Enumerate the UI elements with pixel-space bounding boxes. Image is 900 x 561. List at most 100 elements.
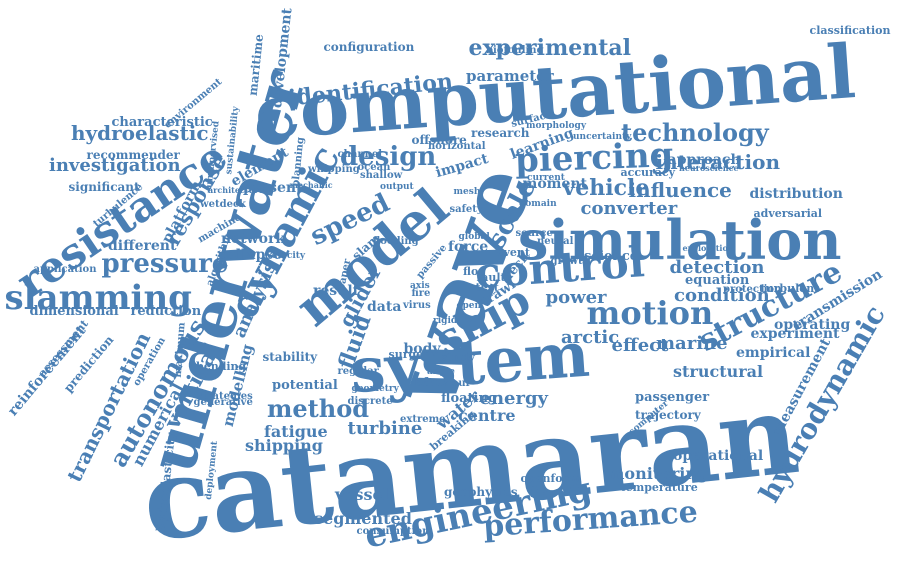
word-technology: technology [621, 118, 769, 147]
word-extreme: extreme [400, 414, 446, 425]
word-classification: classification [809, 23, 891, 37]
word-protection: protection [723, 284, 782, 295]
word-angle: angle [427, 366, 455, 377]
word-ocean: ocean [357, 162, 391, 173]
word-velocity: velocity [266, 250, 306, 261]
word-potential: potential [272, 377, 338, 393]
word-flooding: flooding [373, 236, 419, 247]
word-detection: detection [669, 257, 765, 278]
word-event: event [496, 245, 530, 259]
word-neural: neural [537, 236, 574, 247]
word-floe: floe [463, 264, 486, 278]
word-geophysics: geophysics [444, 485, 518, 499]
word-arctic: arctic [561, 327, 620, 348]
word-collapse: collapse [218, 247, 283, 263]
word-power: power [545, 287, 607, 308]
word-dimensional: dimensional [29, 303, 119, 319]
word-global: global [458, 231, 490, 242]
word-discrete: discrete [347, 396, 393, 407]
word-reduction: reduction [130, 303, 202, 319]
word-operational: operational [673, 448, 764, 464]
word-fire: fire [411, 288, 431, 299]
word-force: force [448, 239, 489, 255]
word-current: current [527, 172, 565, 183]
word-surge: surge [388, 347, 424, 361]
word-shallow: shallow [360, 170, 403, 181]
word-distribution: distribution [749, 186, 843, 202]
word-present: present [243, 180, 303, 196]
word-geometry: geometry [351, 383, 399, 394]
word-empirical: empirical [736, 345, 811, 361]
word-study: study [441, 350, 475, 364]
word-science: science [584, 248, 639, 264]
word-effect: effect [611, 335, 669, 356]
word-bending: bending [196, 359, 247, 373]
word-application: application [33, 264, 97, 275]
word-whipping: whipping [308, 164, 360, 175]
word-uncertainty: uncertainty [573, 131, 632, 142]
word-network: network [221, 231, 286, 247]
word-output: output [380, 181, 414, 192]
word-trajectory: trajectory [635, 408, 701, 422]
word-accuracy: accuracy [620, 165, 676, 179]
word-behaviour: behaviour [415, 378, 471, 389]
word-condition: condition [674, 285, 770, 306]
word-pressure: pressure [101, 249, 229, 279]
word-biofouling: biofouling [486, 45, 544, 56]
word-stability: stability [262, 350, 318, 364]
word-test: test [475, 280, 499, 294]
word-interaction: interaction [655, 150, 781, 174]
word-parameter: parameter [466, 66, 554, 85]
word-significant: significant [68, 180, 140, 194]
word-virus: virus [403, 300, 431, 311]
word-research: research [471, 126, 530, 140]
word-fault: fault [476, 270, 506, 284]
word-converter: converter [580, 198, 678, 219]
word-marine: marine [656, 333, 728, 354]
word-design: design [340, 142, 437, 172]
word-morphology: morphology [526, 120, 587, 131]
word-shipping: shipping [245, 436, 323, 455]
word-generative: generative [193, 397, 253, 408]
word-method: method [267, 394, 369, 423]
word-data: data [367, 299, 402, 315]
word-segmented: segmented [314, 509, 412, 528]
word-turbine: turbine [347, 418, 423, 439]
word-hydroelastic: hydroelastic [71, 121, 209, 145]
word-equation: equation [685, 272, 750, 288]
word-consumption: consumption [356, 526, 430, 537]
word-exploration: exploration [682, 243, 734, 253]
word-wetdeck: wetdeck [200, 199, 246, 210]
word-safety: safety [449, 204, 483, 215]
word-axis: axis [410, 280, 430, 291]
word-vessel: vessel [335, 485, 389, 504]
word-experimental: experimental [468, 35, 632, 61]
word-mechanic: mechanic [289, 180, 333, 190]
word-operating: operating [774, 317, 851, 333]
word-openfoam: openfoam [520, 471, 582, 485]
word-domain: domain [519, 198, 557, 209]
word-growth: growth [550, 256, 590, 267]
word-characteristic: characteristic [111, 114, 213, 130]
word-slamming: slamming [4, 278, 192, 318]
word-open: open [456, 300, 482, 311]
word-regular: regular [337, 366, 379, 377]
word-horizontal: horizontal [428, 141, 486, 152]
word-experiment: experiment [750, 326, 840, 342]
word-configuration: configuration [323, 40, 415, 54]
word-different: different [108, 238, 177, 254]
word-strategies: strategies [197, 391, 253, 402]
word-recommender: recommender [86, 148, 180, 162]
word-vehicle: vehicle [562, 175, 650, 201]
word-result: result [313, 283, 360, 299]
word-structural: structural [673, 362, 764, 381]
word-investigation: investigation [49, 155, 181, 176]
word-monitoring: monitoring [607, 464, 709, 483]
word-passenger: passenger [635, 389, 710, 405]
word-centre: centre [458, 406, 516, 425]
word-energy: energy [479, 388, 549, 409]
word-influence: influence [628, 178, 732, 202]
word-source: source [515, 228, 553, 239]
word-neuroscience: neuroscience [679, 163, 739, 173]
